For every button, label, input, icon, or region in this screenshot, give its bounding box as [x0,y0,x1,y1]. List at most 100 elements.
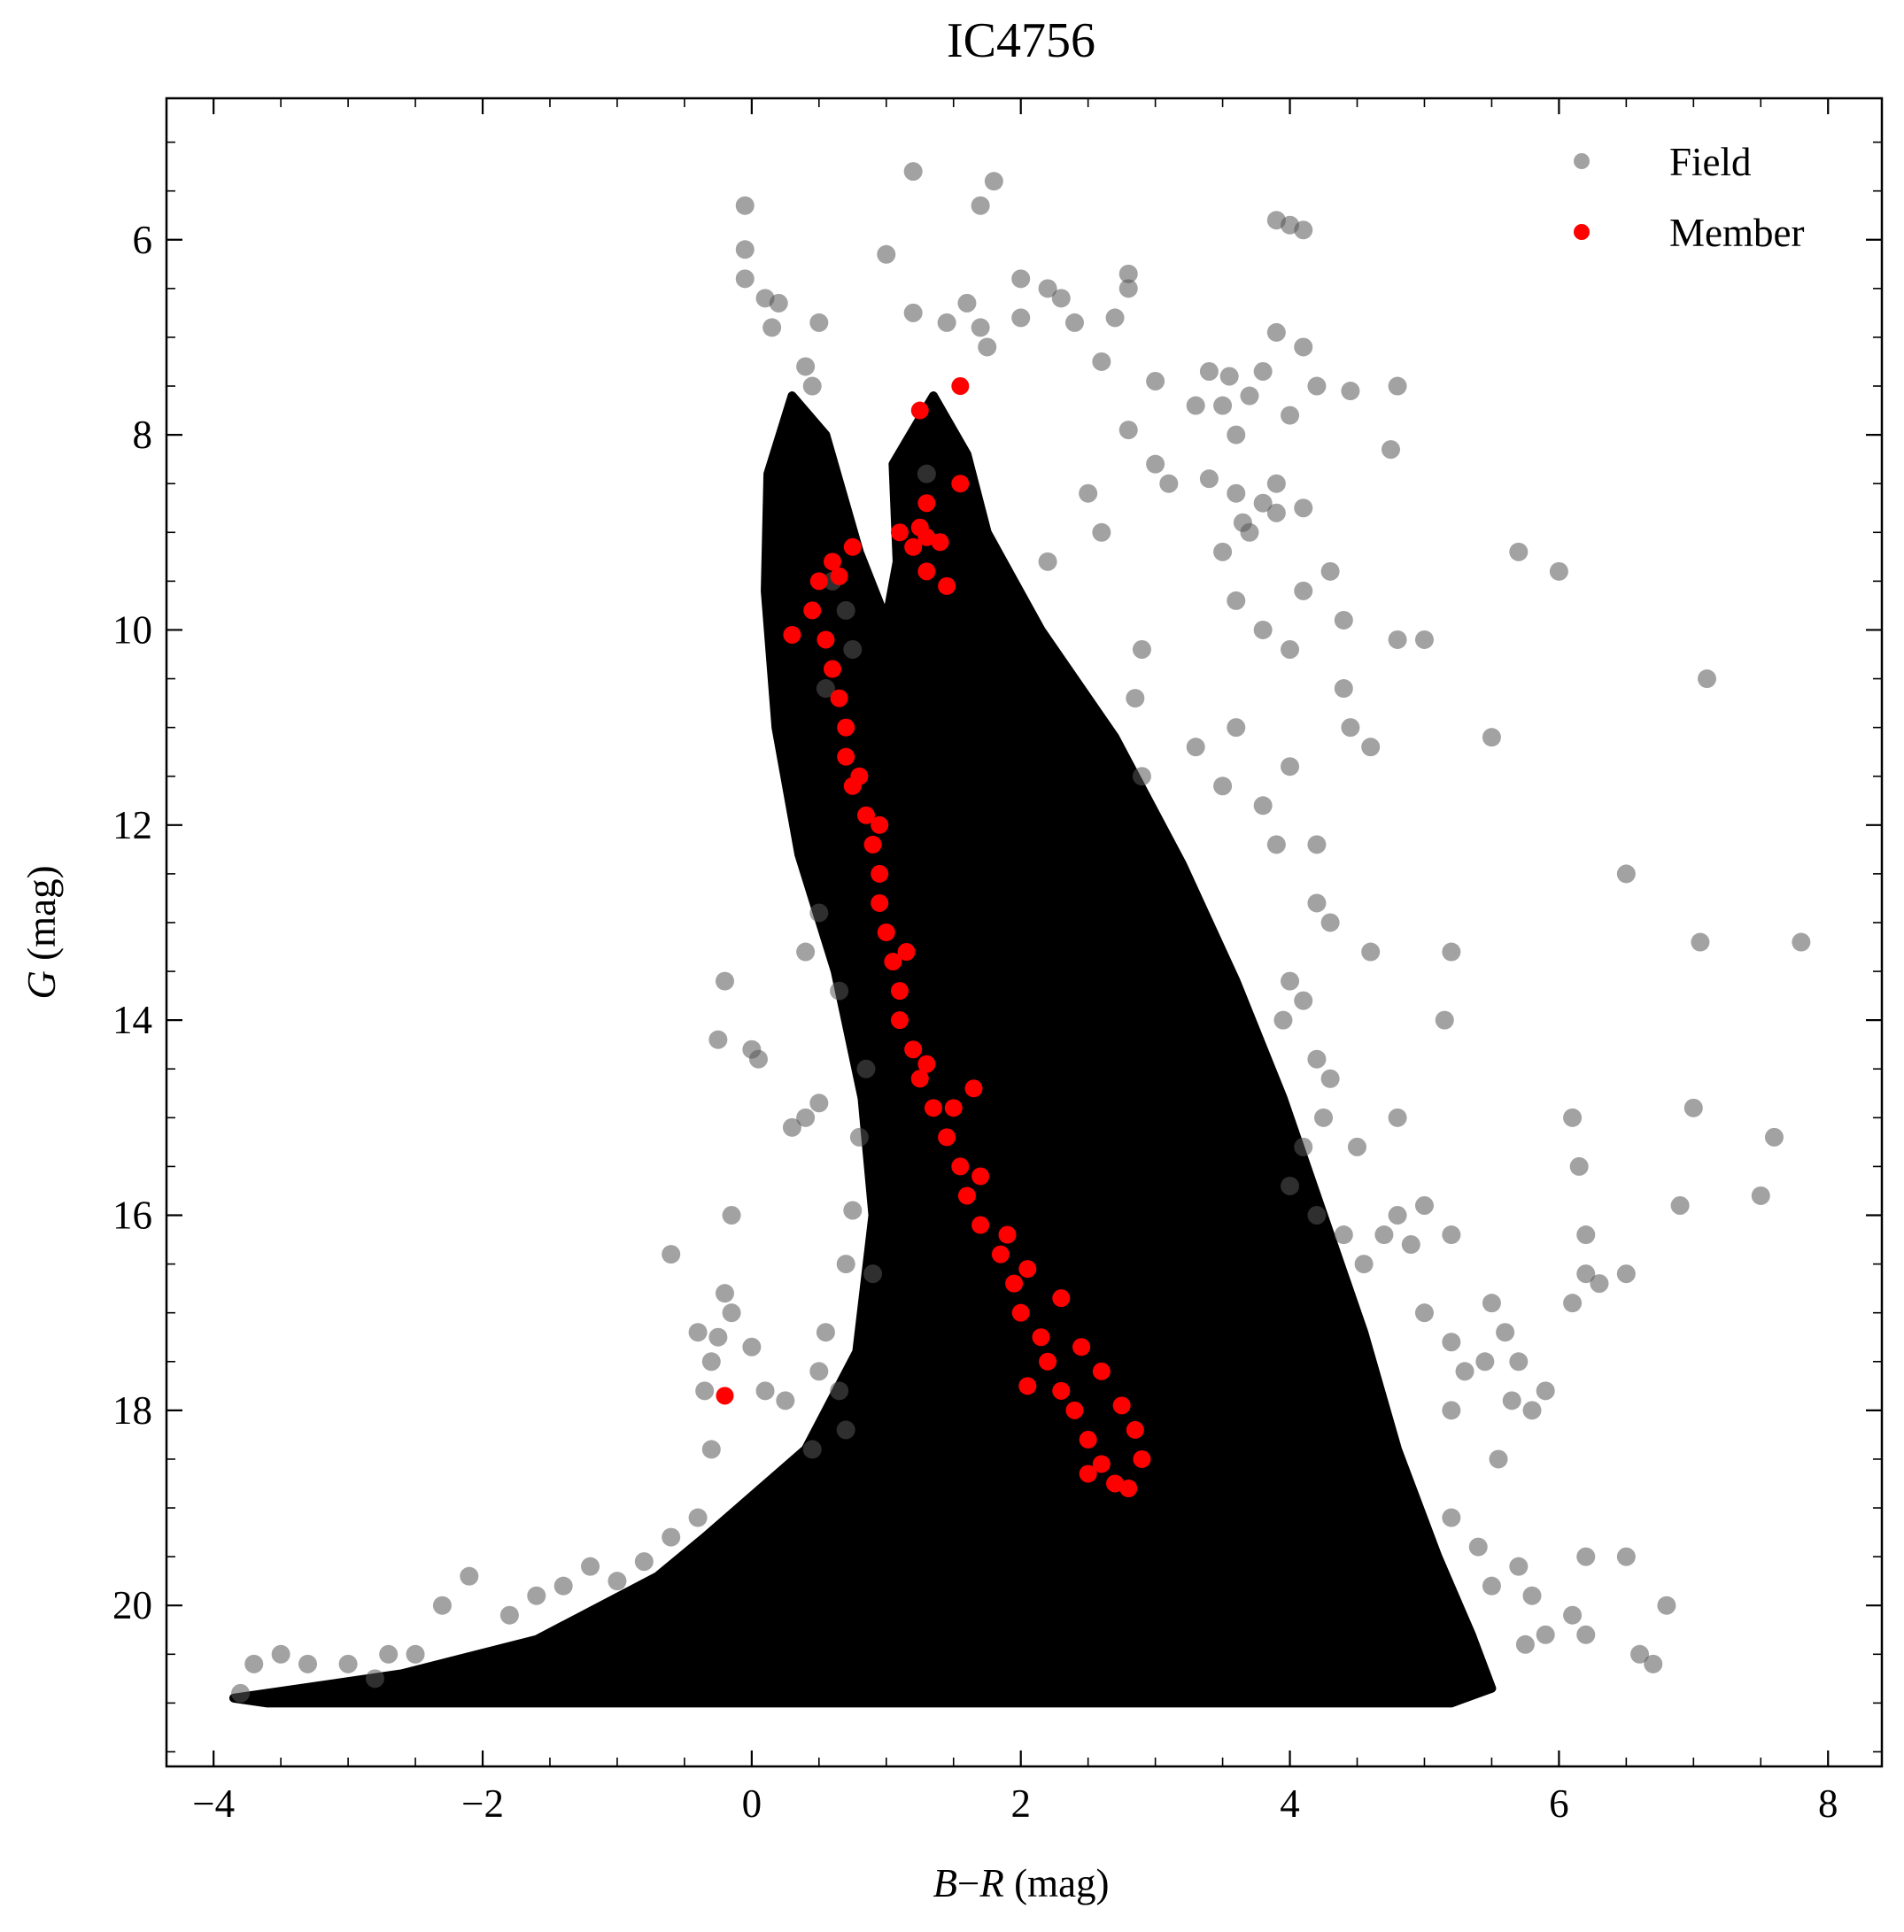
field-point [1146,454,1165,474]
field-point [1118,421,1138,440]
field-point [1334,679,1353,699]
member-point [951,377,970,396]
field-point [769,293,788,313]
field-point [1549,561,1568,581]
field-point [1146,372,1165,391]
y-tick-label: 14 [112,998,152,1042]
field-point [634,1552,654,1572]
field-point [1616,1264,1636,1284]
member-point [991,1245,1010,1264]
x-axis-label-minus: − [957,1861,979,1905]
field-point [722,1303,741,1323]
field-point [856,1059,876,1078]
x-tick-label: 8 [1818,1781,1838,1826]
member-point [1052,1289,1071,1308]
x-tick-label: −2 [461,1781,504,1826]
field-point [1266,835,1286,854]
y-tick-label: 12 [112,803,152,847]
member-point [783,625,801,644]
field-point [1294,991,1313,1010]
member-point [1133,1449,1151,1468]
member-point [1112,1396,1131,1415]
field-point [1186,396,1205,415]
y-tick-label: 8 [133,413,153,457]
legend-member-label: Member [1669,211,1804,255]
field-point [1388,630,1407,649]
field-point [1388,376,1407,396]
field-point [365,1669,384,1689]
member-point [871,893,889,912]
member-point [830,689,848,707]
field-point [971,318,990,337]
field-point [1240,522,1259,542]
field-point [802,1440,822,1459]
field-point [1442,942,1461,962]
field-point [735,240,755,259]
member-point [871,815,889,834]
field-point [1576,1547,1596,1566]
field-point [432,1596,452,1615]
field-point [809,1362,829,1381]
member-series [716,377,1151,1497]
member-point [884,953,902,971]
field-point [1118,264,1138,283]
member-point [809,572,828,591]
member-point [917,562,936,581]
member-point [1092,1455,1111,1473]
member-point [951,475,970,493]
member-point [803,601,822,620]
field-point [1576,1264,1596,1284]
field-point [553,1576,573,1596]
member-point [910,401,929,420]
field-point [1455,1362,1474,1381]
x-axis-label-unit: (mag) [1004,1861,1110,1905]
field-point [1307,376,1327,396]
field-point [701,1352,721,1372]
field-point [1294,498,1313,518]
y-axis-label: G (mag) [19,865,64,999]
member-point [944,1099,963,1117]
field-point [1489,1449,1508,1469]
field-point [1334,610,1353,630]
field-point [1482,1294,1501,1313]
y-axis-label-g: G [19,970,64,1000]
field-point [1348,1137,1367,1156]
field-point [1105,308,1125,328]
field-point [957,293,977,313]
field-point [1199,469,1219,489]
field-point [1227,483,1246,503]
field-point [1213,777,1233,796]
member-point [890,1011,909,1030]
field-point [836,1420,855,1440]
field-point [836,600,855,620]
field-point [1092,522,1111,542]
field-point [1563,1605,1583,1625]
field-point [1522,1586,1542,1605]
member-point [971,1167,990,1186]
axis-ticks [166,98,1882,1766]
field-point [1563,1294,1583,1313]
field-point [1253,493,1273,513]
field-point [1341,382,1360,401]
field-point [802,376,822,396]
member-point [1039,1352,1057,1371]
field-point [1509,542,1529,561]
field-point [406,1644,425,1664]
field-series [231,162,1811,1703]
field-point [776,1391,795,1410]
field-point [708,1327,728,1347]
field-point [1515,1634,1535,1654]
field-point [816,1323,835,1342]
member-point [924,1099,942,1117]
member-point [964,1079,983,1098]
field-point [762,318,782,337]
member-point [856,806,875,824]
field-point [809,1094,829,1113]
field-point [722,1206,741,1225]
x-axis-label-r: R [979,1861,1004,1905]
member-point [1106,1474,1125,1493]
field-point [809,903,829,923]
member-point [917,494,936,513]
field-point [1266,503,1286,522]
